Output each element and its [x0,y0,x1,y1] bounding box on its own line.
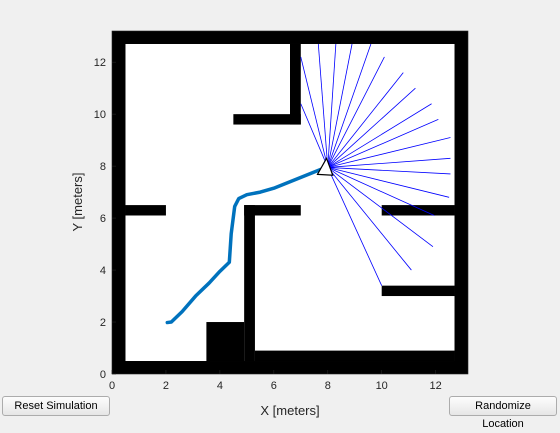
lidar-ray [327,87,416,168]
reset-simulation-button[interactable]: Reset Simulation [2,396,110,416]
x-axis: 0 2 4 6 8 10 12 [109,370,442,392]
lidar-ray [300,103,329,168]
y-tick-label: 8 [100,161,106,173]
obstacle-block [125,205,166,216]
x-tick-label: 10 [376,380,388,392]
axes-box [111,30,469,375]
y-axis: 0 2 4 6 8 10 12 [94,57,116,381]
simulation-figure: 0 2 4 6 8 10 12 0 2 4 6 8 10 12 X [meters] Y [meters… [70,30,469,418]
robot-marker [316,156,334,176]
randomize-location-button[interactable]: Randomize Location [449,396,557,430]
lidar-rays [300,43,451,286]
lidar-ray [327,167,435,216]
lidar-ray [327,103,432,168]
obstacle-block [244,205,255,362]
lidar-ray [327,157,451,168]
x-tick-label: 4 [217,380,223,392]
x-axis-label: X [meters] [260,403,319,418]
lidar-ray [327,167,412,271]
robot-trajectory [165,164,330,325]
lidar-ray [327,43,372,168]
obstacle-block [112,361,468,374]
y-tick-label: 4 [100,265,106,277]
y-tick-label: 10 [94,109,106,121]
lidar-ray [327,167,383,286]
obstacle-block [233,114,301,125]
obstacle-map [112,31,468,374]
obstacle-block [206,322,245,362]
lidar-ray [317,43,329,168]
obstacle-block [290,43,301,125]
x-tick-label: 0 [109,380,115,392]
lidar-ray [327,137,451,168]
lidar-ray [327,167,434,247]
x-tick-label: 6 [271,380,277,392]
y-tick-label: 0 [100,369,106,381]
lidar-ray [327,72,404,168]
obstacle-block [112,31,468,44]
lidar-ray [327,43,337,168]
y-axis-label: Y [meters] [70,172,85,231]
trajectory-line [165,164,330,325]
lidar-ray [327,167,451,175]
obstacle-block [381,285,455,297]
obstacle-block [112,31,126,374]
obstacle-block [254,350,455,362]
x-tick-label: 2 [163,380,169,392]
y-tick-label: 12 [94,57,106,69]
x-tick-label: 8 [325,380,331,392]
lidar-ray [300,56,329,168]
lidar-ray [327,56,385,168]
robot-triangle [316,156,334,176]
obstacle-block [381,205,455,216]
lidar-ray [327,43,353,168]
obstacle-block [454,31,468,374]
y-tick-label: 6 [100,213,106,225]
lidar-ray [327,118,439,168]
x-tick-label: 12 [430,380,442,392]
obstacle-block [244,205,301,216]
lidar-ray [327,167,450,198]
y-tick-label: 2 [100,317,106,329]
